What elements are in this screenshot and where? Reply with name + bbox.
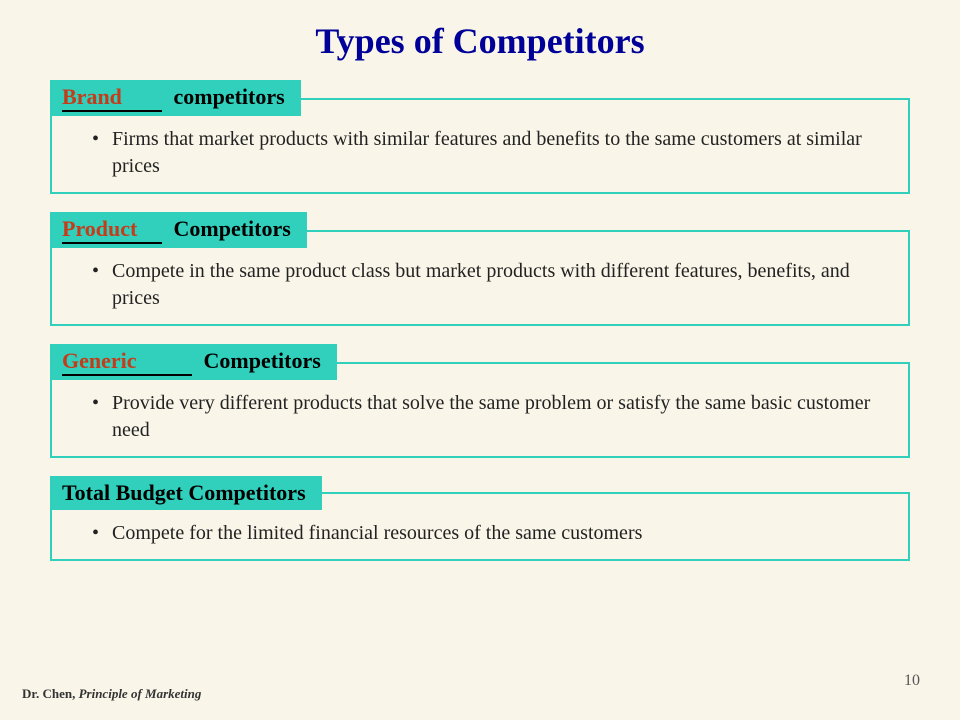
competitor-block-generic: Generic Competitors Provide very differe… <box>50 344 910 458</box>
competitor-block-total-budget: Total Budget Competitors Compete for the… <box>50 476 910 561</box>
body-bullet: Compete for the limited financial resour… <box>112 520 888 547</box>
fill-in-word: Brand <box>62 84 162 112</box>
body-bullet: Compete in the same product class but ma… <box>112 258 888 312</box>
course-name: Principle of Marketing <box>79 686 202 701</box>
block-header: Product Competitors <box>50 212 307 248</box>
competitor-block-product: Product Competitors Compete in the same … <box>50 212 910 326</box>
author-name: Dr. Chen, <box>22 686 75 701</box>
content-area: Brand competitors Firms that market prod… <box>0 80 960 561</box>
header-label: Total Budget Competitors <box>62 480 306 505</box>
block-header: Total Budget Competitors <box>50 476 322 510</box>
header-label: Competitors <box>204 348 321 373</box>
body-bullet: Firms that market products with similar … <box>112 126 888 180</box>
body-bullet: Provide very different products that sol… <box>112 390 888 444</box>
fill-in-word: Generic <box>62 348 192 376</box>
footer-author: Dr. Chen, Principle of Marketing <box>22 686 201 702</box>
slide-title: Types of Competitors <box>0 0 960 80</box>
block-header: Generic Competitors <box>50 344 337 380</box>
header-label: competitors <box>174 84 285 109</box>
header-label: Competitors <box>174 216 291 241</box>
block-header: Brand competitors <box>50 80 301 116</box>
competitor-block-brand: Brand competitors Firms that market prod… <box>50 80 910 194</box>
fill-in-word: Product <box>62 216 162 244</box>
page-number: 10 <box>904 672 920 690</box>
